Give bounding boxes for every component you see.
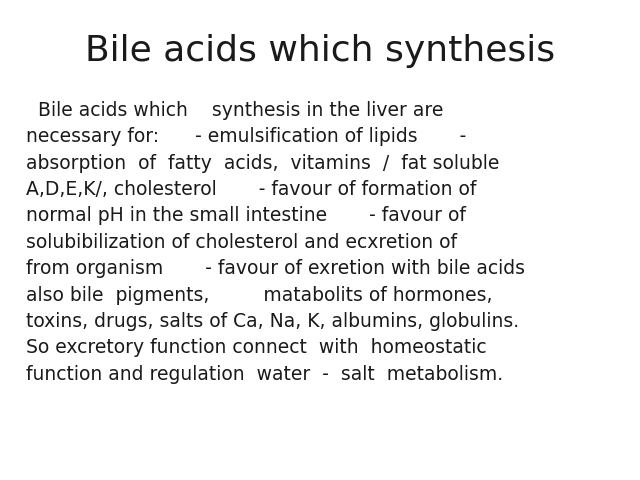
Text: function and regulation  water  -  salt  metabolism.: function and regulation water - salt met… [26,365,503,384]
Text: also bile  pigments,         matabolits of hormones,: also bile pigments, matabolits of hormon… [26,286,492,305]
Text: So excretory function connect  with  homeostatic: So excretory function connect with homeo… [26,338,486,358]
Text: from organism       - favour of exretion with bile acids: from organism - favour of exretion with … [26,259,525,278]
Text: necessary for:      - emulsification of lipids       -: necessary for: - emulsification of lipid… [26,127,466,146]
Text: Bile acids which    synthesis in the liver are: Bile acids which synthesis in the liver … [26,101,443,120]
Text: normal pH in the small intestine       - favour of: normal pH in the small intestine - favou… [26,206,465,226]
Text: toxins, drugs, salts of Ca, Na, K, albumins, globulins.: toxins, drugs, salts of Ca, Na, K, album… [26,312,519,331]
Text: absorption  of  fatty  acids,  vitamins  /  fat soluble: absorption of fatty acids, vitamins / fa… [26,154,499,173]
Text: solubibilization of cholesterol and ecxretion of: solubibilization of cholesterol and ecxr… [26,233,456,252]
Text: A,D,E,K/, cholesterol       - favour of formation of: A,D,E,K/, cholesterol - favour of format… [26,180,476,199]
Text: Bile acids which synthesis: Bile acids which synthesis [85,34,555,68]
